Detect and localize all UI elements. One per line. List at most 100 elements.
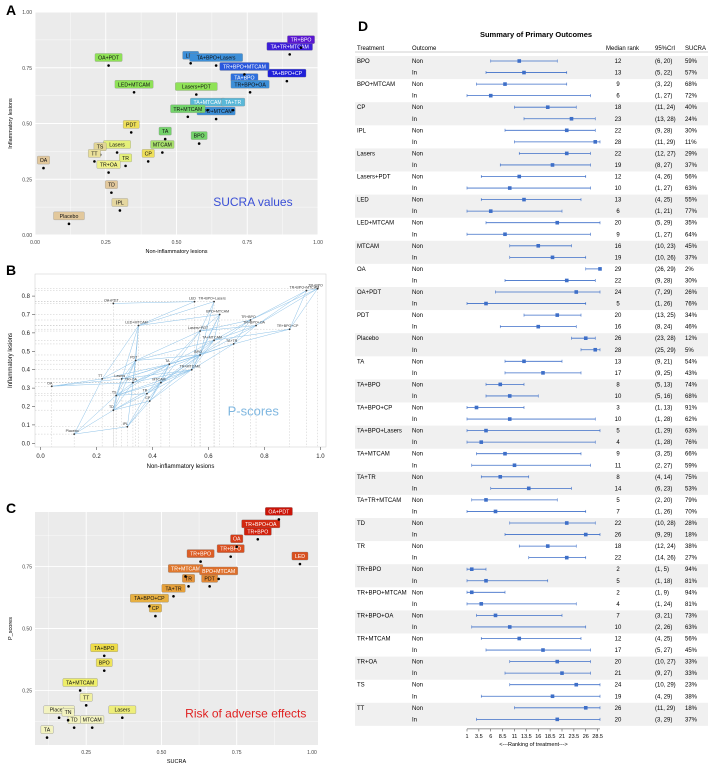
crl-interval: (4, 14): [655, 475, 672, 481]
point-label-bpo-mtcam: BPO+MTCAM: [200, 109, 233, 115]
point-label-ta-tr-mtcam: TA+TR+MTCAM: [271, 44, 309, 50]
point-label-box-bpo: [190, 131, 208, 140]
point-label-placebo: Placebo: [50, 708, 69, 714]
crl-interval: (12, 24): [655, 544, 676, 550]
outcome-label: Non: [412, 290, 423, 296]
median-marker: [484, 301, 488, 306]
node-label-cp: CP: [145, 396, 151, 400]
header-outcome: Outcome: [412, 46, 437, 52]
point-label-box-ta-bpo-cp: [130, 594, 169, 603]
median-rank: 17: [615, 648, 622, 654]
panel-a-sucra-scatter: 0.00 0.25 0.50 0.75 1.00 0.00 0.25 0.50 0.75 1.00…: [8, 10, 323, 255]
point-tr-bpo: [299, 46, 303, 49]
network-edge: [200, 325, 257, 332]
x-tick-label: 26: [583, 734, 589, 740]
node-label-tr-bpo-oa: TR+BPO+OA: [243, 321, 265, 325]
node-label-tr-oa: TR+OA: [125, 378, 138, 382]
median-rank: 4: [616, 440, 620, 446]
point-oa-pdt: [277, 518, 281, 521]
network-edge: [255, 288, 318, 326]
network-edge: [160, 369, 192, 383]
point-led: [298, 562, 302, 566]
node-label-placebo: Placebo: [66, 429, 79, 433]
treatment-lasers-pdt: Lasers+PDT: [357, 175, 391, 181]
sucra-value: 33%: [685, 671, 698, 677]
sucra-value: 94%: [685, 567, 698, 573]
sucra-overlay-text: SUCRA values: [213, 195, 292, 209]
sucra-value: 74%: [685, 382, 698, 388]
point-label-tr-bpo-mtcam: TR+BPO+MTCAM: [223, 64, 266, 70]
row-band: [355, 287, 708, 311]
node-tr-oa: [132, 381, 134, 384]
network-edge: [146, 354, 201, 394]
node-label-tr-bpo-cp: TR+BPO+CP: [277, 324, 299, 328]
network-edge: [138, 314, 220, 326]
node-bpo-mtcam: [218, 313, 221, 316]
point-tr: [187, 585, 190, 588]
point-tr-mtcam: [186, 115, 190, 119]
x-axis-label: Non-inflammatory lesions: [147, 464, 215, 470]
node-label-tr-bpo: TR+BPO: [308, 284, 323, 288]
point-label-box-oa: [37, 155, 50, 165]
outcome-label: In: [412, 556, 417, 562]
node-label-ta: TA: [165, 359, 170, 363]
point-bpo: [197, 142, 201, 145]
point-label-oa-pdt: OA+PDT: [98, 56, 120, 62]
sucra-value: 11%: [685, 140, 697, 146]
y-tick-label: 0.6: [22, 331, 31, 337]
treatment-ta: TA: [357, 359, 364, 365]
median-rank: 13: [615, 71, 622, 77]
row-band: [355, 564, 708, 588]
point-label-box-mtcam: [80, 715, 105, 724]
crl-interval: (4, 25): [655, 198, 672, 204]
median-marker: [550, 694, 555, 699]
crl-interval: (5, 29): [655, 221, 672, 227]
row-band: [355, 702, 708, 726]
median-marker: [583, 336, 588, 340]
y-tick-label: 0.4: [22, 368, 31, 374]
network-edge: [233, 325, 257, 345]
sucra-value: 30%: [685, 128, 698, 134]
sucra-value: 55%: [685, 198, 698, 204]
crl-interval: (1, 9): [655, 590, 669, 596]
network-edge: [102, 360, 136, 380]
outcome-label: In: [412, 325, 417, 331]
panel-d-forest-table: Summary of Primary Outcomes Treatment Outc…: [355, 30, 708, 748]
network-edge: [116, 363, 170, 396]
network-edge: [121, 360, 136, 380]
sucra-value: 38%: [685, 544, 698, 550]
treatment-mtcam: MTCAM: [357, 244, 379, 250]
median-rank: 26: [615, 706, 622, 712]
outcome-label: Non: [412, 406, 423, 412]
sucra-value: 68%: [685, 394, 698, 400]
sucra-value: 54%: [685, 359, 698, 365]
x-axis-label: Non-inflammatory lesions: [145, 249, 207, 255]
network-edge: [199, 340, 215, 356]
median-marker: [493, 613, 498, 618]
point-tt: [93, 160, 96, 163]
network-edge: [74, 409, 114, 435]
point-label-ta: TA: [44, 728, 51, 734]
median-rank: 13: [615, 198, 622, 204]
median-rank: 5: [616, 302, 620, 308]
sucra-value: 43%: [685, 371, 698, 377]
crl-interval: (2, 27): [655, 463, 672, 469]
point-mtcam: [90, 726, 94, 729]
median-rank: 9: [616, 232, 620, 238]
crl-interval: (1, 26): [655, 302, 672, 308]
node-label-ts: TS: [112, 390, 117, 394]
crl-interval: (1, 27): [655, 94, 672, 100]
median-marker: [593, 140, 598, 144]
node-td: [112, 409, 115, 412]
sucra-value: 77%: [685, 209, 698, 215]
median-marker: [522, 197, 526, 202]
point-label-box-tr-bpo: [287, 35, 315, 44]
median-marker: [498, 475, 503, 479]
median-rank: 10: [615, 394, 622, 400]
node-ta-tr: [232, 343, 235, 345]
network-edge: [116, 393, 147, 396]
x-tick-label: 1.00: [307, 750, 317, 756]
point-tr-oa: [107, 171, 110, 174]
crl-interval: (13, 25): [655, 313, 676, 319]
x-tick-label: 8.5: [499, 734, 507, 740]
